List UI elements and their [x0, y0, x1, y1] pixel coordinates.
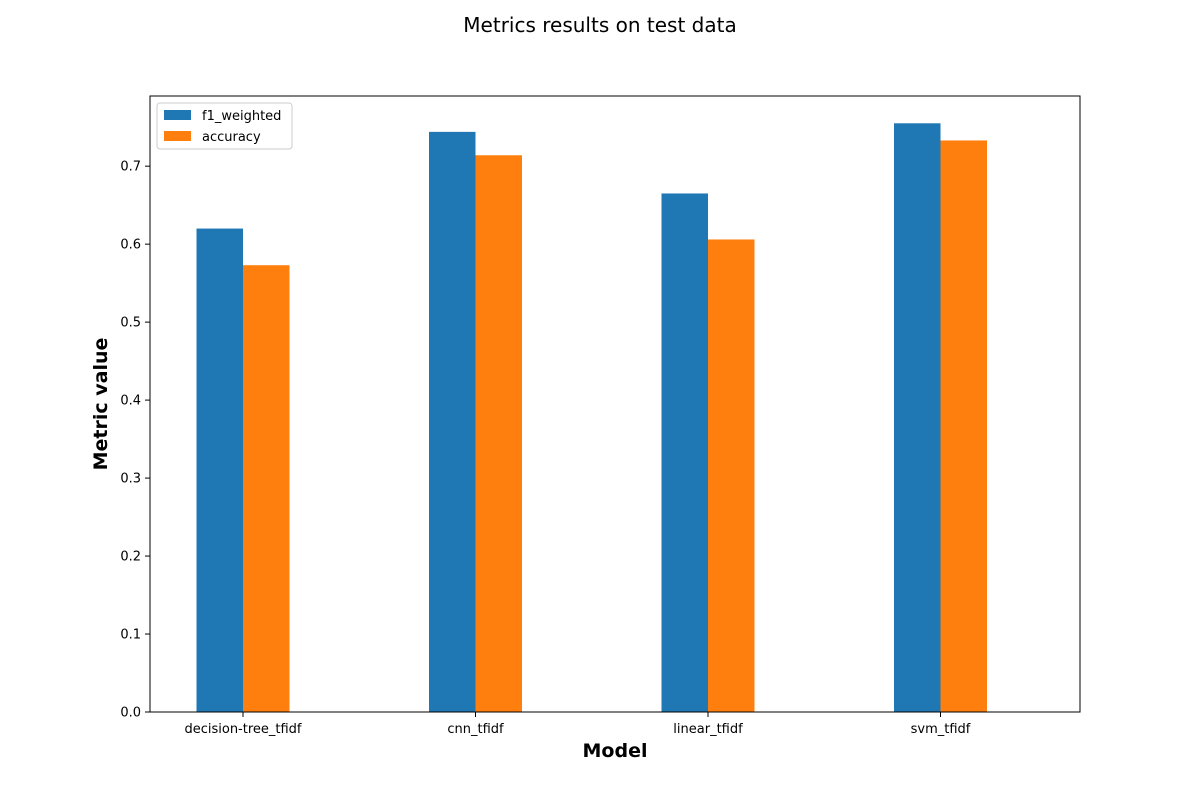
bar-accuracy-linear_tfidf [708, 239, 755, 712]
x-tick-label: decision-tree_tfidf [184, 722, 301, 737]
bar-f1_weighted-linear_tfidf [661, 193, 708, 712]
bar-f1_weighted-decision-tree_tfidf [196, 228, 243, 713]
bars-group [196, 123, 987, 713]
y-tick-label: 0.0 [120, 706, 141, 721]
legend-swatch-f1_weighted [164, 110, 191, 120]
x-tick-label: cnn_tfidf [447, 722, 504, 737]
legend-swatch-accuracy [164, 131, 191, 141]
y-tick-label: 0.3 [120, 472, 141, 487]
y-tick-label: 0.6 [120, 238, 141, 253]
bar-f1_weighted-svm_tfidf [894, 123, 941, 712]
y-axis: 0.0 0.1 0.2 0.3 0.4 0.5 0.6 0.7 [120, 160, 150, 721]
legend: f1_weighted accuracy [156, 102, 293, 150]
bar-accuracy-cnn_tfidf [475, 155, 522, 713]
x-axis: decision-tree_tfidf cnn_tfidf linear_tfidf… [184, 712, 971, 737]
y-tick-label: 0.7 [120, 160, 141, 175]
chart-title: Metrics results on test data [463, 13, 736, 37]
legend-label: accuracy [202, 130, 261, 145]
y-tick-label: 0.1 [120, 628, 141, 643]
x-tick-label: svm_tfidf [911, 722, 971, 737]
bar-f1_weighted-cnn_tfidf [429, 131, 476, 712]
legend-label: f1_weighted [202, 109, 281, 124]
y-tick-label: 0.5 [120, 316, 141, 331]
x-axis-label: Model [583, 740, 648, 762]
y-tick-label: 0.2 [120, 550, 141, 565]
bar-accuracy-decision-tree_tfidf [243, 265, 290, 712]
bar-accuracy-svm_tfidf [940, 140, 987, 713]
y-tick-label: 0.4 [120, 394, 141, 409]
plot-frame [149, 95, 1081, 713]
x-tick-label: linear_tfidf [673, 722, 743, 737]
y-axis-label: Metric value [90, 338, 112, 471]
